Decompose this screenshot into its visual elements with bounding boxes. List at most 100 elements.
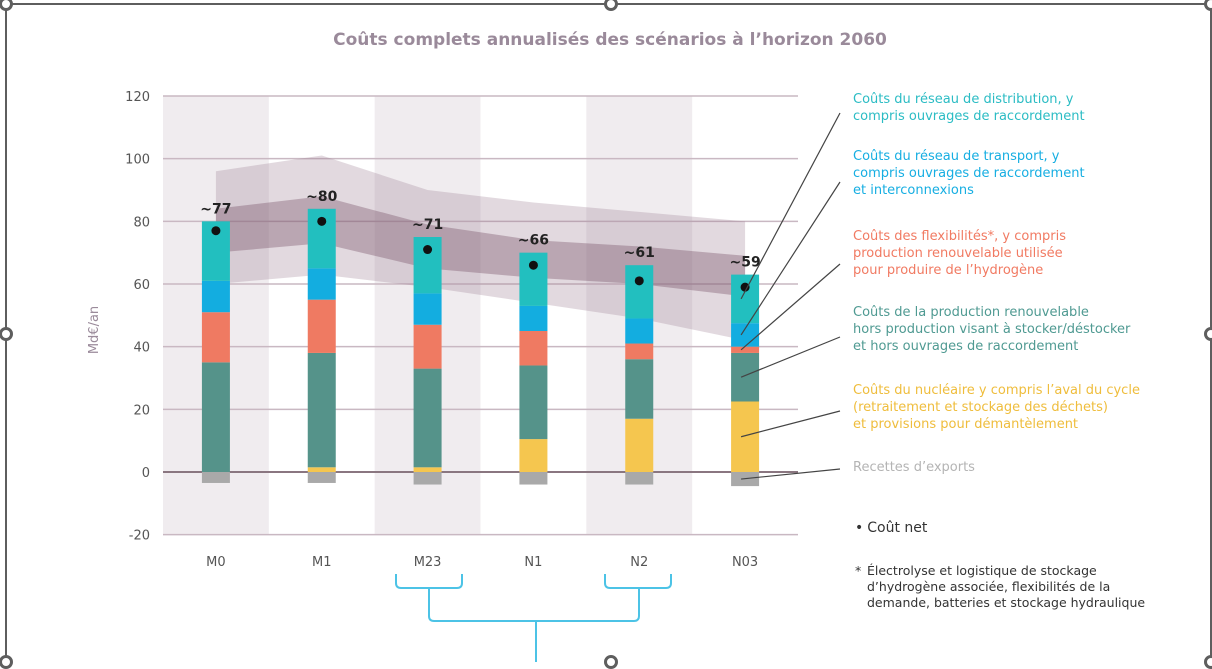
bar-segment	[625, 318, 654, 344]
legend-item-text: et hors ouvrages de raccordement	[853, 339, 1079, 354]
legend-item: Coûts du réseau de distribution, y compri…	[853, 91, 1085, 125]
y-tick-label: 80	[133, 215, 150, 230]
net-cost-point	[740, 282, 750, 292]
net-cost-point	[528, 260, 538, 270]
net-cost-dot-icon: •	[855, 520, 864, 536]
legend-item: Coûts du nucléaire y compris l’aval du c…	[853, 382, 1140, 433]
legend-leader-line	[740, 410, 841, 438]
footnote-marker: *	[855, 563, 862, 578]
footnote-line: Électrolyse et logistique de stockage	[867, 563, 1097, 578]
legend-item-text: Recettes d’exports	[853, 460, 975, 475]
bar-segment	[625, 343, 654, 360]
legend-item: Recettes d’exports	[853, 459, 975, 476]
legend-item-text: compris ouvrages de raccordement	[853, 166, 1085, 181]
resize-handle-bottom-right[interactable]	[1204, 655, 1212, 669]
chart-title: Coûts complets annualisés des scénarios …	[333, 30, 887, 50]
y-tick-label: 100	[125, 153, 150, 168]
y-tick-label: 120	[125, 90, 150, 105]
legend-item-text: Coûts des flexibilités*, y compris	[853, 229, 1066, 244]
net-cost-label: ~77	[200, 201, 231, 217]
footnote-line: d’hydrogène associée, flexibilités de la	[867, 579, 1111, 594]
bar-segment	[519, 305, 548, 331]
legend-leader-line	[741, 468, 841, 480]
x-tick-label: M1	[312, 555, 332, 570]
bar-segment	[625, 265, 654, 319]
resize-handle-right[interactable]	[1204, 327, 1212, 341]
range-band-inner	[215, 196, 746, 297]
bar-segment	[731, 352, 760, 402]
legend-leader-line	[740, 112, 841, 300]
bar-segment	[307, 299, 336, 353]
bar-segment	[413, 368, 442, 468]
net-cost-point	[423, 245, 433, 255]
bar-segment	[625, 359, 654, 419]
bar-segment	[731, 401, 760, 472]
resize-handle-left[interactable]	[0, 327, 13, 341]
scenario-group-bracket	[395, 574, 672, 662]
bar-segment-exports	[307, 472, 336, 483]
bar-segment	[731, 274, 760, 324]
resize-handle-bottom-left[interactable]	[0, 655, 13, 669]
y-axis-label: Md€/an	[87, 306, 102, 354]
resize-handle-top-right[interactable]	[1204, 0, 1212, 11]
bar-segment-exports	[413, 472, 442, 485]
bar-segment	[201, 280, 230, 313]
legend-item-text: production renouvelable utilisée	[853, 246, 1063, 261]
bar-segment	[307, 467, 336, 472]
legend-item: Coûts de la production renouvelable hors …	[853, 304, 1130, 355]
bar-segment-exports	[519, 472, 548, 485]
legend-item-text: (retraitement et stockage des déchets)	[853, 400, 1108, 415]
net-cost-legend: • Coût net	[855, 520, 927, 536]
legend-item-text: Coûts du réseau de distribution, y	[853, 92, 1074, 107]
bar-segment	[307, 352, 336, 468]
bar-segment-exports	[625, 472, 654, 485]
bar-segment	[413, 324, 442, 369]
legend-leader-line	[740, 181, 841, 336]
net-cost-label: ~66	[518, 233, 549, 249]
x-tick-label: M0	[206, 555, 226, 570]
y-tick-label: 60	[133, 278, 150, 293]
bar-segment	[519, 331, 548, 366]
net-cost-point	[634, 276, 644, 286]
bar-segment	[413, 293, 442, 325]
bar-segment	[201, 312, 230, 363]
legend-item: Coûts des flexibilités*, y compris produc…	[853, 228, 1066, 279]
legend-item: Coûts du réseau de transport, y compris o…	[853, 148, 1085, 199]
legend-item-text: et interconnexions	[853, 183, 974, 198]
legend-leader-line	[740, 263, 841, 351]
net-cost-label: ~71	[412, 217, 443, 233]
net-cost-label: ~61	[624, 245, 655, 261]
resize-handle-top[interactable]	[604, 0, 618, 11]
resize-handle-top-left[interactable]	[0, 0, 13, 11]
bar-segment	[625, 418, 654, 472]
y-tick-label: 40	[133, 341, 150, 356]
bar-segment	[519, 439, 548, 472]
bar-segment	[731, 346, 760, 353]
legend-item-text: Coûts de la production renouvelable	[853, 305, 1089, 320]
legend-item-text: Coûts du réseau de transport, y	[853, 149, 1060, 164]
x-tick-label: N2	[630, 555, 648, 570]
net-cost-label: ~80	[306, 189, 337, 205]
legend-item-text: hors production visant à stocker/déstock…	[853, 322, 1131, 337]
bar-segment	[519, 365, 548, 440]
bar-segment	[731, 323, 760, 347]
net-cost-label: ~59	[729, 255, 760, 271]
net-cost-label: Coût net	[867, 520, 928, 536]
x-tick-label: M23	[414, 555, 442, 570]
x-tick-label: N03	[732, 555, 758, 570]
legend-leader-line	[740, 336, 841, 378]
bar-segment	[201, 362, 230, 472]
legend-item-text: compris ouvrages de raccordement	[853, 109, 1085, 124]
y-tick-label: 0	[142, 466, 150, 481]
legend-item-text: et provisions pour démantèlement	[853, 417, 1079, 432]
footnote-line: demande, batteries et stockage hydrauliq…	[867, 595, 1146, 610]
y-tick-label: 20	[133, 403, 150, 418]
footnote: * Électrolyse et logistique de stockage …	[855, 563, 1145, 611]
y-tick-label: -20	[129, 529, 150, 544]
resize-handle-bottom[interactable]	[604, 655, 618, 669]
bar-segment	[519, 252, 548, 306]
bar-segment-exports	[201, 472, 230, 483]
bar-segment	[307, 268, 336, 300]
range-band-outer	[215, 155, 746, 341]
